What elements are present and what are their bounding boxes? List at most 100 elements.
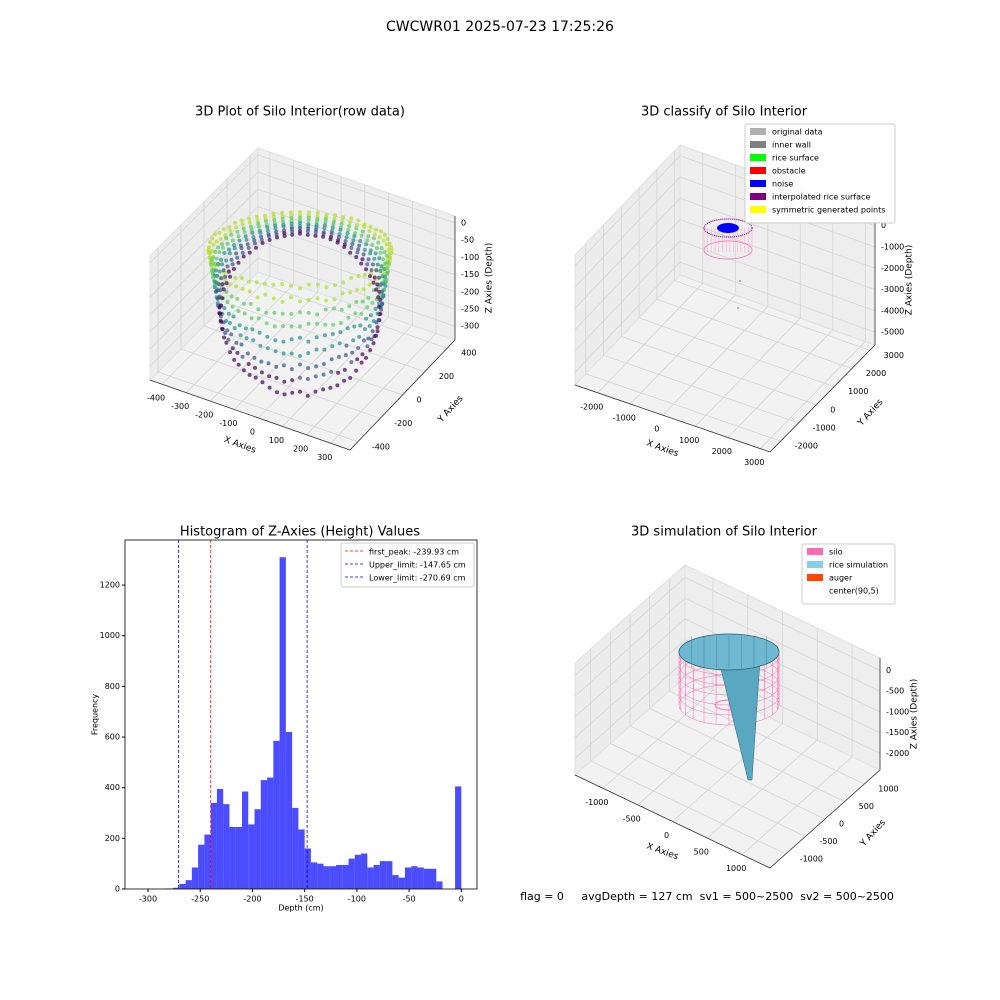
histogram-bar	[348, 858, 355, 889]
cloud-point	[247, 220, 252, 225]
histogram-bar	[191, 867, 199, 889]
cloud-point	[282, 392, 287, 397]
cloud-point	[233, 220, 237, 225]
cloud-point	[315, 211, 320, 215]
cloud-point	[223, 331, 228, 335]
cloud-point	[211, 255, 216, 260]
stray-point	[737, 307, 739, 309]
cloud-point	[340, 291, 345, 296]
cloud-point	[274, 232, 279, 237]
cloud-point	[315, 219, 319, 224]
legend-label: Lower_limit: -270.69 cm	[369, 574, 466, 583]
cloud-point	[379, 264, 384, 269]
cloud-point	[329, 231, 334, 236]
cloud-point	[255, 295, 260, 300]
chart-title: 3D Plot of Silo Interior(row data)	[195, 105, 405, 120]
cloud-point	[228, 229, 233, 233]
cloud-point	[223, 274, 228, 279]
cloud-point	[232, 326, 237, 331]
cloud-point	[264, 321, 269, 326]
cloud-point	[247, 373, 252, 377]
histogram-bar	[273, 740, 280, 889]
cloud-point	[218, 288, 223, 293]
cloud-point	[247, 250, 252, 255]
y-tick-label: 1000	[100, 631, 120, 640]
cloud-point	[361, 287, 366, 292]
cloud-point	[273, 226, 278, 231]
cloud-point	[229, 294, 234, 299]
cloud-point	[216, 245, 221, 250]
cloud-point	[371, 236, 376, 241]
cloud-point	[315, 321, 319, 326]
legend-swatch	[750, 167, 766, 174]
cloud-point	[242, 230, 247, 234]
cloud-point	[281, 339, 286, 344]
cloud-point	[222, 251, 227, 255]
x-tick-label: 3000	[744, 458, 764, 467]
cloud-point	[298, 210, 302, 215]
cloud-point	[254, 214, 259, 219]
cloud-point	[229, 232, 234, 237]
x-tick-label: -500	[623, 814, 641, 823]
y-tick-label: 400	[105, 783, 120, 792]
z-tick-label: -1000	[881, 242, 904, 251]
z-tick-label: -300	[461, 322, 479, 331]
cloud-point	[314, 347, 319, 352]
cloud-point	[245, 351, 250, 356]
cloud-point	[272, 324, 277, 329]
cloud-point	[267, 385, 272, 390]
histogram-bar	[235, 826, 242, 889]
x-tick-label: -150	[296, 895, 314, 904]
cloud-point	[226, 311, 231, 316]
y-tick-label: 1000	[848, 387, 868, 396]
axes-3d: -400 -300 -200 -100 0 100 200 300 -400 -200 0 200 40…	[147, 146, 495, 462]
cloud-point	[240, 250, 245, 255]
z-tick-label: -100	[461, 253, 479, 262]
cloud-point	[273, 349, 278, 354]
cloud-point	[230, 304, 235, 309]
cloud-point	[354, 300, 359, 304]
cloud-point	[305, 393, 310, 398]
histogram-bar	[329, 866, 336, 889]
cloud-point	[208, 240, 212, 245]
legend-frame	[340, 542, 475, 588]
cloud-point	[307, 282, 311, 287]
cloud-point	[371, 319, 376, 324]
cloud-point	[298, 324, 302, 329]
cloud-point	[282, 379, 287, 384]
cloud-point	[289, 367, 294, 372]
cloud-point	[238, 333, 243, 338]
cloud-point	[215, 273, 220, 278]
histogram-bar	[379, 861, 387, 889]
legend-label: Upper_limit: -147.65 cm	[369, 561, 466, 570]
legend-label: first_peak: -239.93 cm	[369, 548, 459, 557]
z-tick-label: 0	[881, 221, 886, 230]
grid-line	[590, 649, 786, 855]
cloud-point	[244, 237, 249, 242]
cloud-point	[236, 260, 241, 265]
legend-swatch	[807, 574, 823, 581]
cloud-point	[337, 341, 342, 346]
cloud-point	[221, 287, 226, 292]
cloud-point	[344, 235, 349, 240]
histogram-bar	[248, 824, 255, 889]
cloud-point	[364, 267, 369, 272]
y-tick-label: 200	[105, 834, 120, 843]
cloud-point	[289, 295, 294, 300]
histogram: -300 -250 -200 -150 -100 -50 0 0 200 400 600 800 100…	[91, 539, 478, 913]
cloud-point	[267, 374, 272, 379]
cloud-point	[315, 312, 320, 317]
cloud-point	[349, 276, 354, 280]
cloud-point	[313, 230, 318, 235]
x-tick-label: 1000	[679, 436, 699, 445]
cloud-point	[354, 368, 359, 373]
cloud-point	[266, 361, 271, 366]
cloud-point	[348, 220, 353, 225]
histogram-bar	[411, 866, 418, 889]
cloud-point	[306, 366, 311, 371]
histogram-bar	[310, 862, 318, 889]
legend-label: symmetric generated points	[772, 206, 885, 215]
cloud-point	[306, 218, 311, 223]
cloud-point	[236, 309, 241, 313]
cloud-point	[353, 311, 358, 316]
